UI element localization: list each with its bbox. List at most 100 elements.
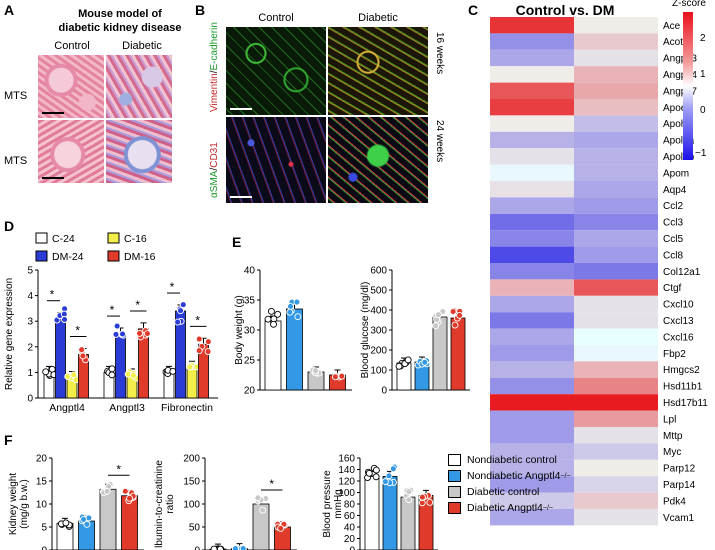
colorbar-tick: 1: [700, 69, 706, 80]
bar-chart-e: 20 25 30 35 40 Body weight (g) 0 100 200 300 400 5…: [234, 266, 470, 397]
y-axis-label: Kidney weight: [8, 473, 19, 535]
bar: [264, 320, 282, 391]
data-point: [136, 330, 144, 337]
y-tick-label: 0: [349, 546, 355, 550]
heatmap-cell: [490, 476, 574, 493]
heatmap-gene-label: Aqp4: [663, 185, 687, 196]
panel-label-a: A: [4, 2, 15, 18]
data-point: [274, 310, 282, 318]
colorbar-tick: −1: [695, 148, 707, 159]
data-point: [426, 498, 434, 506]
y-tick-label: 300: [370, 326, 387, 337]
panel-a-row1-label: MTS: [4, 90, 28, 102]
heatmap-cell: [490, 246, 574, 263]
heatmap-cell: [490, 345, 574, 362]
data-point: [267, 307, 275, 315]
heatmap-cell: [574, 181, 658, 198]
data-point: [286, 308, 294, 316]
panel-b-row1-side: 16 weeks: [434, 32, 445, 75]
y-tick-label: 150: [183, 477, 200, 488]
data-point: [79, 352, 87, 360]
heatmap-cell: [574, 230, 658, 247]
panel-b-col-control: Control: [258, 12, 294, 24]
legend-label: DM-16: [124, 251, 156, 263]
panel-b-stain-bottom: αSMA/CD31: [209, 142, 220, 198]
heatmap-cell: [490, 49, 574, 67]
heatmap-cell: [574, 197, 658, 214]
heatmap-gene-label: Angptl4: [663, 70, 697, 81]
scale-bar: [42, 177, 64, 179]
y-tick-label: 50: [189, 523, 201, 534]
data-point: [405, 496, 413, 504]
heatmap-cell: [574, 509, 658, 526]
data-point: [270, 320, 277, 328]
legend-label: C-16: [124, 233, 147, 245]
bar-chart-d: 0 1 2 3 4 5 Relative gene expression C-24 C-16 DM…: [4, 232, 218, 414]
data-point: [121, 487, 129, 495]
heatmap-gene-label: Parp14: [663, 480, 696, 491]
heatmap-gene-label: Mttp: [663, 431, 683, 442]
bar: [400, 496, 416, 550]
panel-label-b: B: [195, 2, 206, 18]
y-tick-label: 0: [381, 386, 387, 397]
panel-label-d: D: [4, 218, 15, 234]
data-point: [42, 368, 50, 376]
y-axis-label: ratio: [165, 494, 176, 514]
heatmap-cell: [490, 131, 574, 149]
y-tick-label: 500: [370, 286, 387, 297]
legend-label: C-24: [52, 233, 75, 245]
legend-f: Nondiabetic control Nondiabetic Angptl4 −/…: [448, 452, 643, 516]
panel-a-row2-label: MTS: [4, 155, 28, 167]
data-point: [204, 348, 212, 356]
heatmap-cell: [490, 99, 574, 116]
y-axis-label: mmHg: [333, 489, 344, 518]
heatmap-c: Ace Acot1 Angptl3 Angptl4 Angptl7 Apoe Apoh Apo…: [490, 17, 708, 526]
y-tick-label: 4: [27, 291, 33, 302]
bar: [186, 366, 198, 399]
y-tick-label: 0: [41, 546, 47, 550]
y-tick-label: 400: [370, 306, 387, 317]
fluorescence-b-diabetic-16w: [328, 27, 428, 115]
panel-b-col-diabetic: Diabetic: [358, 12, 398, 24]
heatmap-gene-label: Ccl5: [663, 234, 683, 245]
y-tick-label: 120: [338, 477, 355, 488]
data-point: [204, 338, 212, 346]
data-point: [169, 367, 177, 375]
heatmap-gene-label: Acot1: [663, 37, 689, 48]
heatmap-cell: [574, 394, 658, 411]
heatmap-cell: [490, 394, 574, 411]
bar: [55, 318, 66, 399]
significance-marker: *: [50, 288, 55, 302]
bar: [450, 317, 466, 391]
heatmap-cell: [490, 361, 574, 378]
heatmap-gene-label: Fbp2: [663, 349, 686, 360]
significance-marker: *: [170, 280, 175, 294]
y-tick-label: 600: [370, 266, 387, 277]
data-point: [435, 311, 442, 319]
y-tick-label: 40: [244, 266, 256, 277]
heatmap-gene-label: Hmgcs2: [663, 365, 700, 376]
data-point: [449, 308, 457, 316]
heatmap-cell: [490, 17, 574, 34]
heatmap-cell: [490, 115, 574, 132]
data-point: [210, 545, 218, 550]
legend-swatch: [448, 502, 461, 514]
data-point: [404, 356, 412, 364]
panel-a-col-control: Control: [54, 40, 90, 52]
legend-label: DM-24: [52, 251, 84, 263]
bar: [364, 476, 380, 550]
y-tick-label: 15: [36, 477, 48, 488]
y-tick-label: 20: [36, 454, 48, 465]
y-tick-label: 200: [183, 454, 200, 465]
heatmap-colorbar: [683, 12, 693, 160]
y-tick-label: 100: [338, 488, 355, 499]
heatmap-cell: [574, 263, 658, 280]
data-point: [372, 473, 380, 481]
heatmap-cell: [574, 427, 658, 444]
data-point: [195, 335, 203, 343]
data-point: [312, 367, 319, 375]
heatmap-cell: [490, 263, 574, 280]
y-tick-label: 200: [370, 346, 387, 357]
heatmap-gene-label: Apoe: [663, 103, 687, 114]
heatmap-gene-label: Hsd17b11: [663, 398, 708, 409]
